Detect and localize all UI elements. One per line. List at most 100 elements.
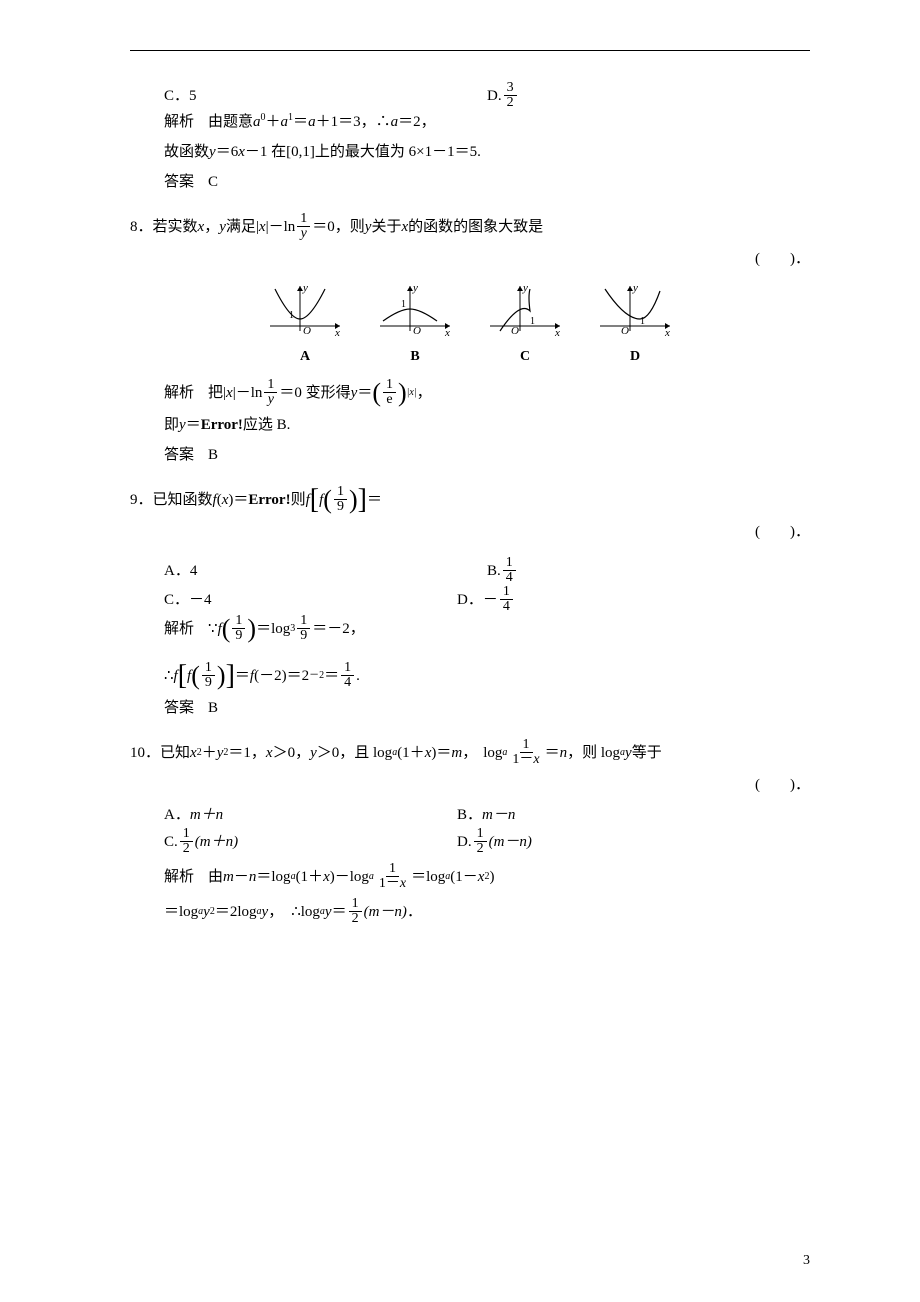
q8-answer: 答案 B — [130, 443, 810, 467]
analysis-line-2: 故函数 y ＝6 x －1 在[0,1]上的最大值为 6×1－1＝5. — [164, 140, 810, 164]
graph-c-svg: 1 O x y — [485, 281, 565, 336]
period: . — [356, 664, 360, 688]
var-n: n — [249, 865, 257, 889]
question-9: 9． 已知函数 f ( x )＝ Error! 则 f [ f ( 1 9 ) … — [130, 485, 810, 720]
var-m: m — [223, 865, 234, 889]
top-block: C．5 D. 3 2 解析 由题意 a 0 ＋ a 1 ＝ a ＋1＝3，∴ a… — [130, 81, 810, 194]
var-x: x — [266, 741, 273, 765]
txt: 若实数 — [153, 215, 198, 239]
paren-1-e: ( 1 e ) — [372, 378, 406, 407]
gt0: ＞0， — [273, 741, 311, 765]
eq-log: ＝log — [256, 617, 290, 641]
num: 1 — [500, 585, 513, 600]
plus: ＋ — [202, 741, 217, 765]
eq-log: ＝log — [256, 865, 290, 889]
var-a: a — [391, 110, 399, 134]
graph-b-svg: 1 O x y — [375, 281, 455, 336]
svg-text:1: 1 — [289, 310, 294, 321]
var-m: m — [451, 741, 462, 765]
eq: ＝ — [545, 741, 560, 765]
txt: ＝2， — [398, 110, 436, 134]
frac-1-y: 1 y — [297, 212, 310, 241]
svg-text:O: O — [621, 325, 629, 336]
den: 2 — [474, 842, 487, 856]
var-a: a — [308, 110, 316, 134]
den: 9 — [202, 676, 215, 690]
graph-a: 1 O x y A — [265, 281, 345, 368]
var-x: x — [190, 741, 197, 765]
error-text: Error! — [248, 488, 290, 512]
txt: 满足| — [226, 215, 259, 239]
paren: ( )． — [130, 247, 810, 271]
txt: ＞0，且 log — [317, 741, 392, 765]
svg-text:O: O — [303, 325, 311, 336]
val: (m－n) — [364, 900, 407, 924]
svg-text:x: x — [554, 327, 560, 336]
txt: ，则 log — [567, 741, 620, 765]
txt: 等于 — [632, 741, 662, 765]
den: 2 — [180, 842, 193, 856]
q8-analysis-2: 即 y ＝ Error! 应选 B. — [130, 413, 810, 437]
num: 1 — [180, 827, 193, 842]
paren: ( )． — [130, 520, 810, 544]
analysis-label: 解析 — [164, 865, 194, 889]
option-d: D. 1 2 (m－n) — [457, 827, 810, 856]
graph-b: 1 O x y B — [375, 281, 455, 368]
eq-2log: ＝2log — [215, 900, 257, 924]
svg-text:y: y — [632, 282, 638, 294]
var-x: x — [533, 752, 539, 767]
den: y — [298, 227, 310, 241]
graph-label: D — [595, 346, 675, 368]
var-y: y — [179, 413, 186, 437]
num: 1 — [520, 738, 533, 753]
top-divider — [130, 50, 810, 51]
num: 1 — [349, 897, 362, 912]
den-e: e — [383, 393, 395, 407]
question-8: 8． 若实数 x ， y 满足| x |－ln 1 y ＝0，则 y 关于 x … — [130, 212, 810, 467]
log: log — [483, 741, 502, 765]
bracket-f-1-9: [ f ( 1 9 ) ] — [310, 485, 367, 514]
num: 1 — [202, 661, 215, 676]
var-a: a — [281, 110, 289, 134]
den: 4 — [503, 571, 516, 585]
var-a: a — [253, 110, 261, 134]
num: 1 — [297, 614, 310, 629]
analysis-line-1: 解析 由题意 a 0 ＋ a 1 ＝ a ＋1＝3，∴ a ＝2， — [164, 110, 810, 134]
page-number: 3 — [803, 1250, 810, 1272]
txt: 已知函数 — [153, 488, 213, 512]
txt: 即 — [164, 413, 179, 437]
analysis-label: 解析 — [164, 381, 194, 405]
txt: |－ln — [233, 381, 263, 405]
eq1: ＝1， — [228, 741, 266, 765]
txt: ＝6 — [216, 140, 239, 164]
answer-value: B — [208, 443, 218, 467]
option-d: D. 3 2 — [487, 81, 810, 110]
therefore-log: ∴log — [291, 900, 320, 924]
svg-text:y: y — [522, 282, 528, 294]
eq-neg2: ＝－2， — [312, 617, 365, 641]
option-b: B. 1 4 — [487, 556, 810, 585]
den-txt: 1－ — [379, 876, 400, 891]
graph-c: 1 O x y C — [485, 281, 565, 368]
because: ∵ — [208, 617, 218, 641]
var-y: y — [217, 741, 224, 765]
txt: 应选 B. — [243, 413, 291, 437]
txt: 把| — [208, 381, 226, 405]
var-x: x — [238, 140, 245, 164]
answer-value: C — [208, 170, 218, 194]
den: 4 — [500, 600, 513, 614]
var-y: y — [625, 741, 632, 765]
comma: ， — [462, 741, 477, 765]
graphs-row: 1 O x y A 1 O x y B — [130, 281, 810, 368]
graph-label: C — [485, 346, 565, 368]
therefore: ∴ — [164, 664, 174, 688]
frac-1-y: 1 y — [264, 378, 277, 407]
q9-answer: 答案 B — [130, 696, 810, 720]
eq: ＝ — [357, 381, 372, 405]
period: ． — [407, 900, 422, 924]
answer-value: B — [208, 696, 218, 720]
graph-label: B — [375, 346, 455, 368]
sup-absx: |x| — [407, 385, 417, 401]
var-x: x — [425, 741, 432, 765]
q10-analysis-2: ＝log a y 2 ＝2log a y ， ∴log a y ＝ 1 2 (m… — [130, 897, 810, 926]
